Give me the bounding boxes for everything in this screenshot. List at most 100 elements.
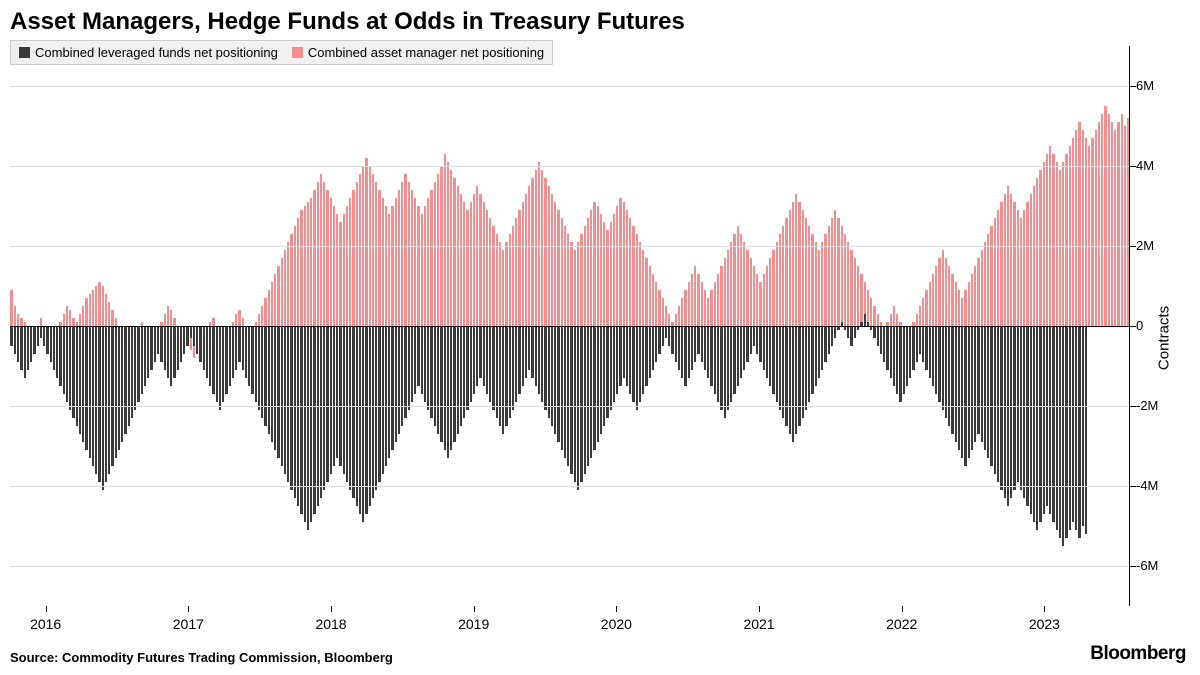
bar-leveraged (180, 326, 182, 362)
chart-title: Asset Managers, Hedge Funds at Odds in T… (10, 8, 685, 36)
gridline (10, 246, 1129, 247)
source-attribution: Source: Commodity Futures Trading Commis… (10, 650, 393, 665)
bar-asset-mgr (281, 258, 283, 326)
bar-leveraged (756, 326, 758, 354)
bar-asset-mgr (444, 154, 446, 326)
bar-leveraged (831, 326, 833, 346)
bar-asset-mgr (613, 214, 615, 326)
bar-leveraged (326, 326, 328, 482)
bar-asset-mgr (844, 234, 846, 326)
gridline (10, 86, 1129, 87)
bar-asset-mgr (434, 182, 436, 326)
bar-asset-mgr (486, 210, 488, 326)
bar-asset-mgr (427, 198, 429, 326)
bar-leveraged (769, 326, 771, 386)
bar-asset-mgr (704, 290, 706, 326)
bar-asset-mgr (173, 318, 175, 326)
bar-asset-mgr (437, 174, 439, 326)
bar-leveraged (502, 326, 504, 434)
bar-asset-mgr (587, 218, 589, 326)
bar-leveraged (570, 326, 572, 474)
xtick-label: 2018 (315, 616, 346, 632)
bar-asset-mgr (1010, 194, 1012, 326)
bar-asset-mgr (681, 298, 683, 326)
bar-asset-mgr (870, 298, 872, 326)
bar-asset-mgr (554, 202, 556, 326)
bar-leveraged (391, 326, 393, 450)
bar-asset-mgr (805, 218, 807, 326)
bar-leveraged (268, 326, 270, 434)
bar-leveraged (375, 326, 377, 490)
bar-asset-mgr (290, 234, 292, 326)
bar-asset-mgr (610, 222, 612, 326)
xtick-label: 2017 (173, 616, 204, 632)
bar-leveraged (1056, 326, 1058, 530)
bar-leveraged (388, 326, 390, 458)
bar-leveraged (587, 326, 589, 466)
bar-leveraged (662, 326, 664, 346)
bar-asset-mgr (994, 218, 996, 326)
bar-leveraged (1039, 326, 1041, 522)
bar-leveraged (343, 326, 345, 474)
bar-asset-mgr (675, 314, 677, 326)
bar-leveraged (404, 326, 406, 418)
bar-leveraged (317, 326, 319, 506)
bar-leveraged (274, 326, 276, 450)
bar-leveraged (815, 326, 817, 386)
bar-asset-mgr (538, 162, 540, 326)
bar-leveraged (730, 326, 732, 402)
bar-leveraged (447, 326, 449, 458)
bar-leveraged (310, 326, 312, 522)
bar-asset-mgr (714, 282, 716, 326)
bar-leveraged (899, 326, 901, 402)
bar-asset-mgr (890, 314, 892, 326)
bar-asset-mgr (824, 234, 826, 326)
xtick-label: 2020 (601, 616, 632, 632)
bar-leveraged (580, 326, 582, 482)
bar-leveraged (877, 326, 879, 346)
bar-asset-mgr (398, 190, 400, 326)
bar-leveraged (1085, 326, 1087, 534)
bar-leveraged (567, 326, 569, 466)
bar-asset-mgr (453, 178, 455, 326)
bar-asset-mgr (759, 282, 761, 326)
bar-asset-mgr (977, 258, 979, 326)
bar-leveraged (538, 326, 540, 394)
bar-asset-mgr (470, 202, 472, 326)
bar-asset-mgr (857, 266, 859, 326)
bar-asset-mgr (365, 158, 367, 326)
bar-asset-mgr (590, 210, 592, 326)
bar-leveraged (847, 326, 849, 338)
bar-leveraged (789, 326, 791, 434)
bar-leveraged (1023, 326, 1025, 498)
bar-asset-mgr (961, 298, 963, 326)
bar-asset-mgr (629, 218, 631, 326)
bar-asset-mgr (727, 250, 729, 326)
bar-leveraged (740, 326, 742, 378)
bar-asset-mgr (339, 222, 341, 326)
bar-asset-mgr (242, 318, 244, 326)
bar-asset-mgr (730, 242, 732, 326)
bar-leveraged (1075, 326, 1077, 530)
bar-asset-mgr (733, 234, 735, 326)
bar-leveraged (434, 326, 436, 426)
bar-leveraged (714, 326, 716, 394)
bar-asset-mgr (854, 258, 856, 326)
bar-asset-mgr (421, 214, 423, 326)
bar-leveraged (1082, 326, 1084, 526)
bar-asset-mgr (258, 314, 260, 326)
bar-asset-mgr (284, 250, 286, 326)
bar-asset-mgr (1026, 202, 1028, 326)
bar-leveraged (470, 326, 472, 402)
bar-asset-mgr (652, 274, 654, 326)
bar-asset-mgr (1065, 154, 1067, 326)
bar-asset-mgr (447, 162, 449, 326)
bar-leveraged (486, 326, 488, 394)
bar-asset-mgr (893, 306, 895, 326)
bar-leveraged (515, 326, 517, 402)
bar-leveraged (724, 326, 726, 418)
bar-leveraged (834, 326, 836, 338)
bar-asset-mgr (385, 206, 387, 326)
bar-leveraged (694, 326, 696, 362)
bar-leveraged (395, 326, 397, 442)
